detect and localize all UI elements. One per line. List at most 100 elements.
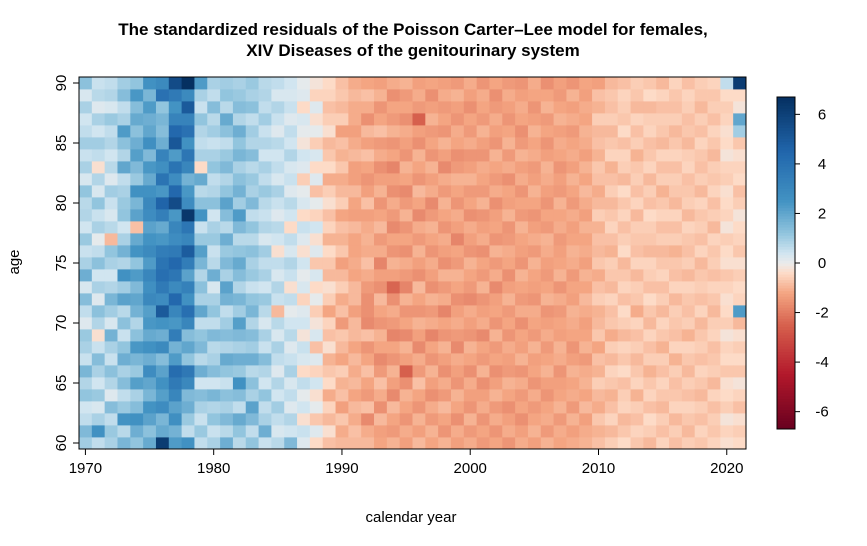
heatmap-cell	[130, 125, 144, 138]
heatmap-cell	[669, 245, 683, 258]
heatmap-cell	[579, 161, 593, 174]
heatmap-cell	[104, 209, 118, 222]
heatmap-cell	[476, 173, 490, 186]
heatmap-cell	[245, 161, 259, 174]
heatmap-cell	[207, 341, 221, 354]
heatmap-cell	[309, 377, 324, 390]
heatmap-cell	[79, 161, 93, 174]
heatmap-cell	[669, 101, 683, 114]
heatmap-cell	[232, 269, 247, 282]
heatmap-cell	[681, 341, 696, 354]
heatmap-cell	[669, 389, 683, 402]
legend-color-segment	[777, 279, 795, 283]
heatmap-cell	[207, 233, 221, 246]
heatmap-cell	[681, 209, 696, 222]
heatmap-cell	[399, 269, 413, 282]
heatmap-cell	[476, 437, 490, 450]
heatmap-cell	[104, 341, 118, 354]
heatmap-cell	[232, 149, 247, 162]
heatmap-cell	[412, 437, 426, 450]
heatmap-cell	[271, 125, 285, 138]
heatmap-cell	[630, 89, 644, 102]
heatmap-cell	[245, 185, 259, 198]
heatmap-cell	[361, 281, 375, 294]
heatmap-cell	[117, 293, 131, 306]
heatmap-cell	[386, 245, 401, 258]
legend-color-segment	[777, 210, 795, 214]
heatmap-cell	[91, 365, 106, 378]
heatmap-cell	[604, 89, 619, 102]
y-tick-label: 75	[53, 255, 70, 272]
heatmap-cell	[515, 209, 529, 222]
heatmap-cell	[309, 233, 324, 246]
heatmap-cell	[322, 233, 336, 246]
heatmap-cell	[194, 305, 208, 318]
heatmap-cell	[656, 137, 670, 150]
heatmap-cell	[450, 425, 465, 438]
heatmap-cell	[617, 113, 631, 126]
heatmap-cell	[604, 293, 619, 306]
heatmap-cell	[130, 257, 144, 270]
heatmap-cell	[579, 305, 593, 318]
heatmap-cell	[220, 293, 234, 306]
heatmap-cell	[130, 305, 144, 318]
heatmap-cell	[348, 269, 362, 282]
heatmap-cell	[694, 161, 708, 174]
heatmap-cell	[617, 293, 631, 306]
heatmap-cell	[476, 305, 490, 318]
heatmap-cell	[720, 161, 734, 174]
heatmap-cell	[271, 353, 285, 366]
heatmap-cell	[374, 113, 388, 126]
heatmap-cell	[232, 173, 247, 186]
heatmap-cell	[630, 329, 644, 342]
heatmap-cell	[566, 89, 580, 102]
legend-color-segment	[777, 318, 795, 322]
heatmap-cell	[592, 293, 606, 306]
heatmap-cell	[669, 77, 683, 90]
heatmap-cell	[592, 113, 606, 126]
heatmap-cell	[412, 161, 426, 174]
heatmap-cell	[579, 173, 593, 186]
heatmap-cell	[515, 413, 529, 426]
heatmap-cell	[232, 125, 247, 138]
heatmap-cell	[643, 401, 657, 414]
heatmap-cell	[425, 89, 439, 102]
heatmap-cell	[720, 113, 734, 126]
heatmap-cell	[168, 353, 183, 366]
heatmap-cell	[425, 413, 439, 426]
heatmap-cell	[130, 185, 144, 198]
heatmap-cell	[592, 233, 606, 246]
heatmap-cell	[553, 185, 567, 198]
heatmap-cell	[592, 413, 606, 426]
heatmap-cell	[117, 209, 131, 222]
heatmap-cell	[733, 233, 747, 246]
heatmap-cell	[335, 305, 349, 318]
heatmap-cell	[630, 77, 644, 90]
heatmap-cell	[579, 389, 593, 402]
heatmap-cell	[489, 221, 503, 234]
heatmap-cell	[412, 281, 426, 294]
heatmap-cell	[694, 185, 708, 198]
heatmap-cell	[271, 137, 285, 150]
heatmap-cell	[207, 257, 221, 270]
heatmap-cell	[566, 329, 580, 342]
heatmap-cell	[450, 257, 465, 270]
heatmap-cell	[104, 269, 118, 282]
heatmap-cell	[425, 401, 439, 414]
heatmap-cell	[463, 269, 478, 282]
heatmap-cell	[386, 281, 401, 294]
heatmap-cell	[425, 293, 439, 306]
heatmap-cell	[707, 377, 721, 390]
legend-color-segment	[777, 395, 795, 400]
heatmap-cell	[733, 329, 747, 342]
heatmap-cell	[143, 329, 157, 342]
heatmap-cell	[220, 305, 234, 318]
heatmap-cell	[617, 425, 631, 438]
heatmap-cell	[604, 353, 619, 366]
heatmap-cell	[245, 353, 259, 366]
heatmap-cell	[553, 233, 567, 246]
heatmap-cell	[669, 89, 683, 102]
heatmap-cell	[656, 437, 670, 450]
heatmap-cell	[592, 125, 606, 138]
